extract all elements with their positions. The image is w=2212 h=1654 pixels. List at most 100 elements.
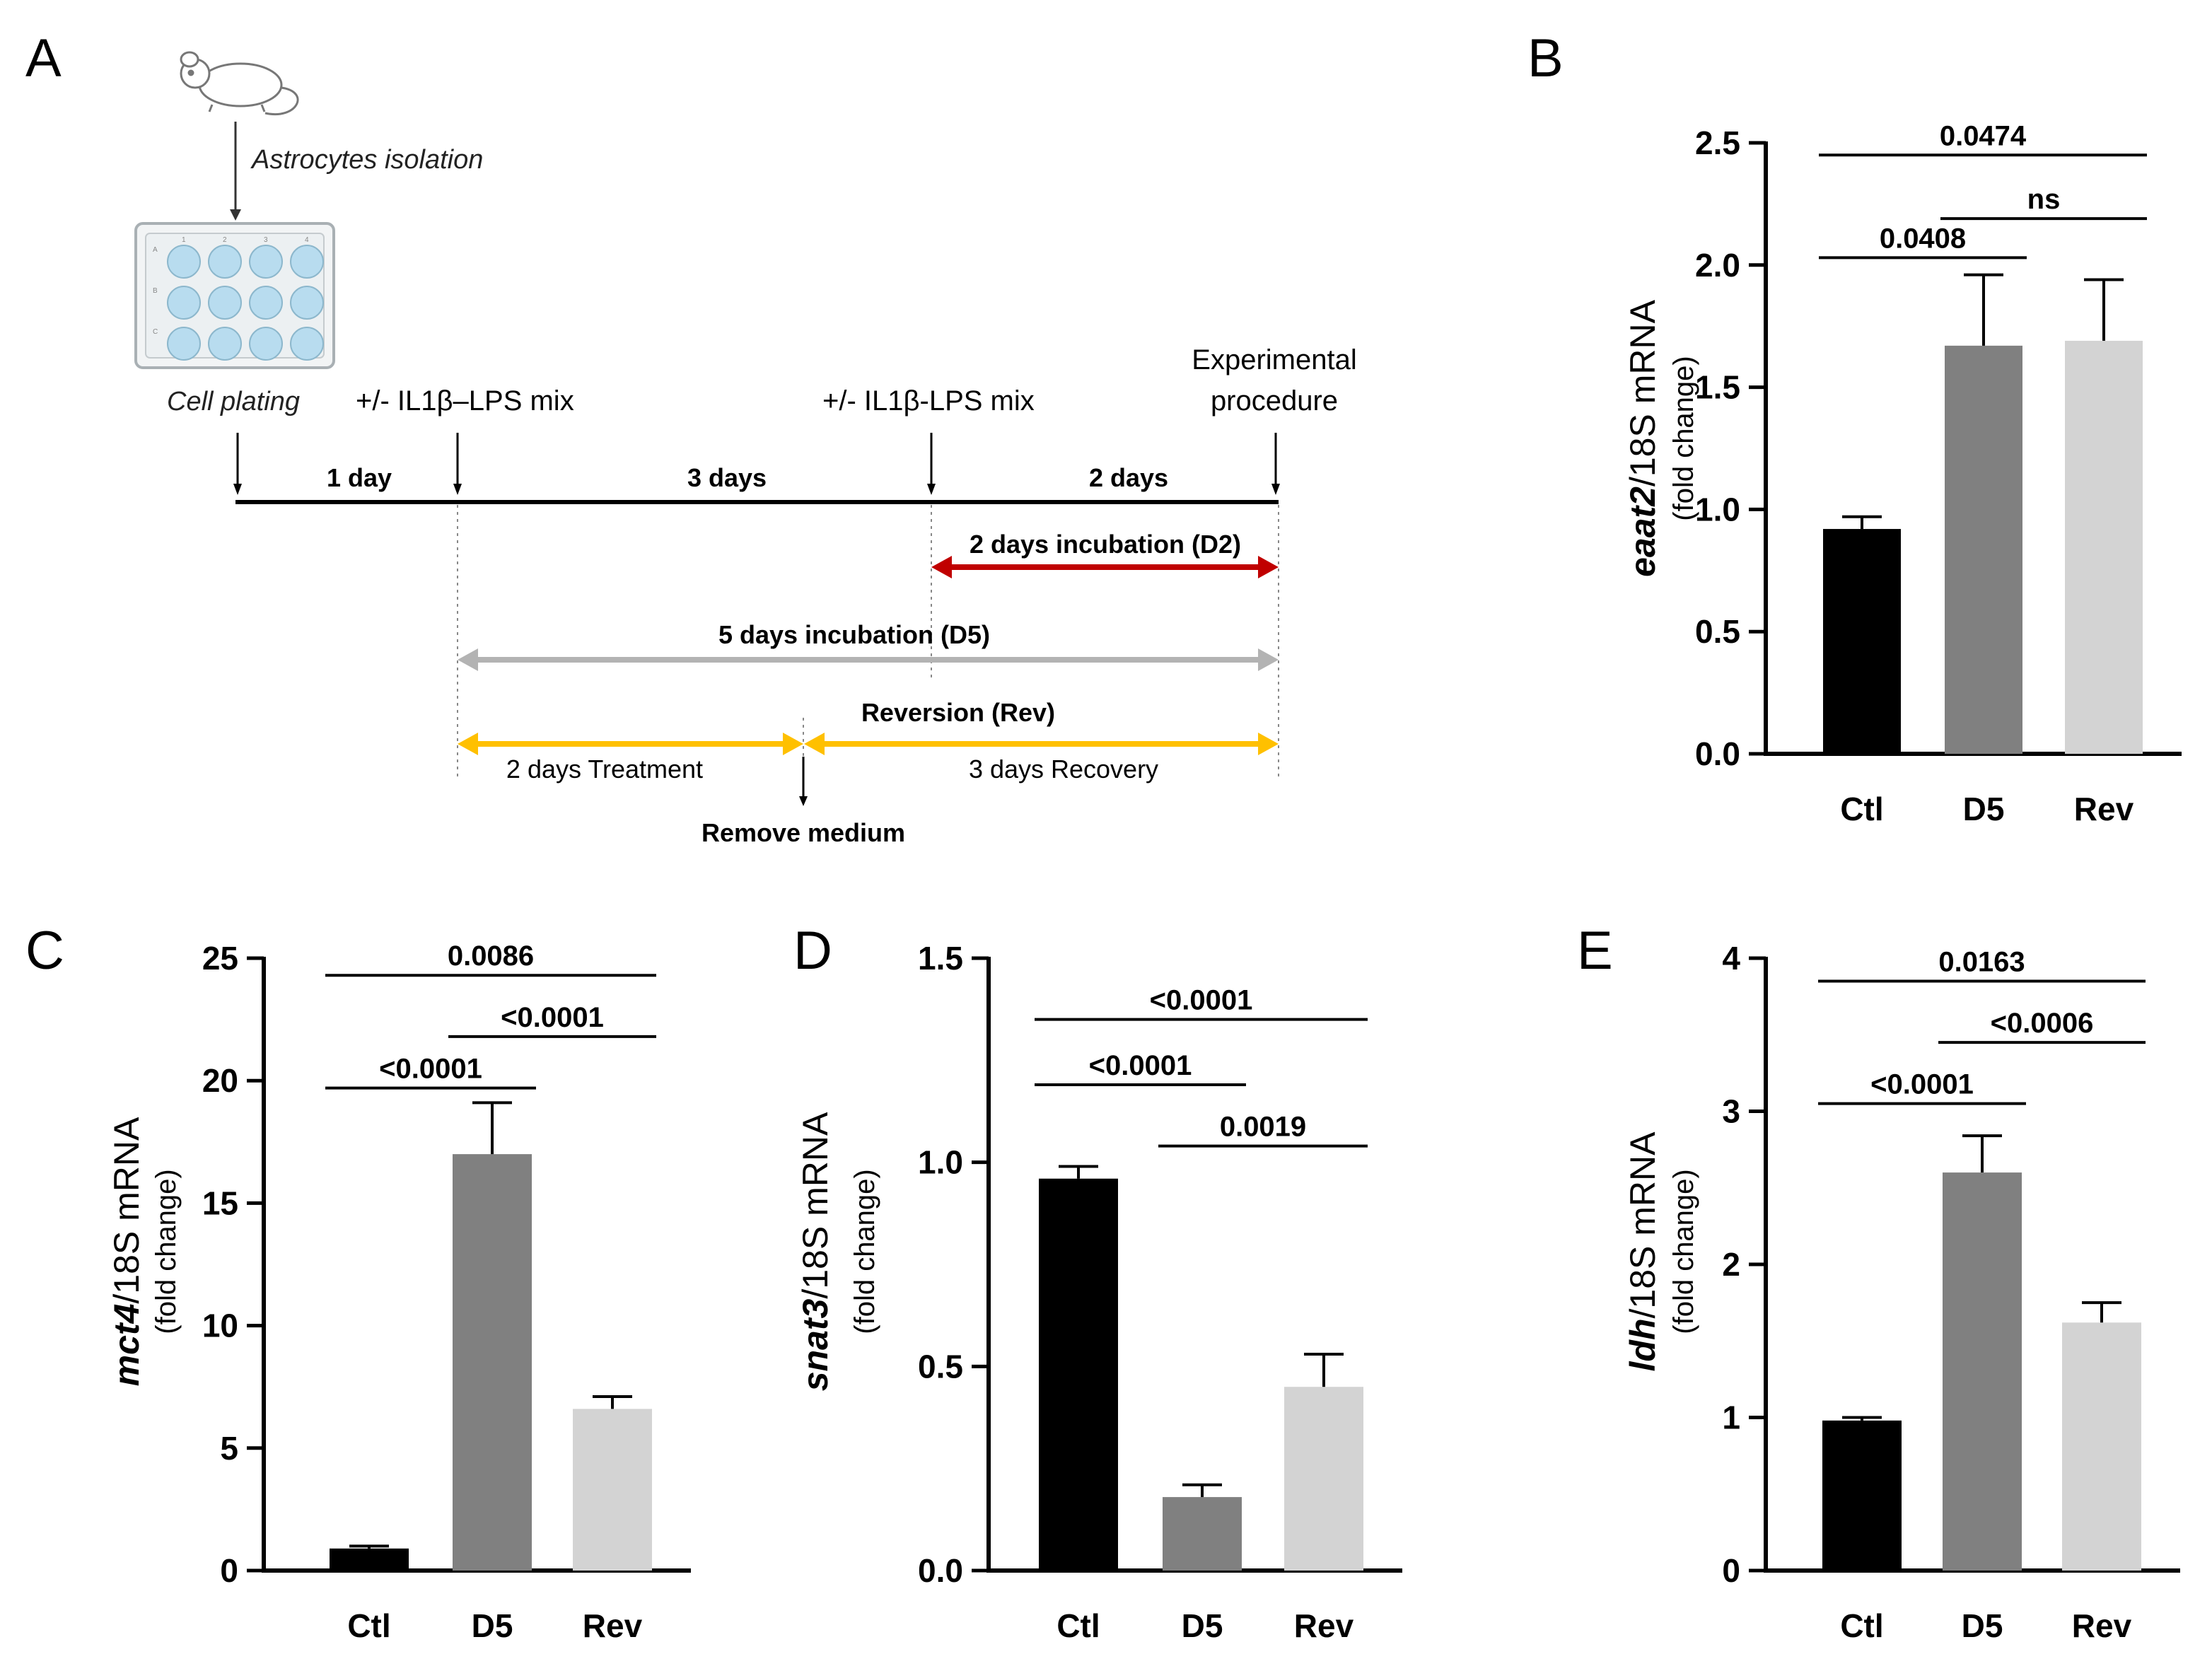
y-tick-label: 0 <box>220 1552 238 1589</box>
category-label: D5 <box>472 1607 513 1644</box>
y-tick-label: 0.0 <box>1695 735 1740 772</box>
y-axis-sublabel: (fold change) <box>849 1169 880 1334</box>
experimental-label-line1: Experimental <box>1192 344 1356 375</box>
y-tick-label: 1.5 <box>918 940 963 977</box>
plate-row-label: B <box>153 287 158 295</box>
plating-label: Cell plating <box>167 387 300 417</box>
rev-label: Reversion (Rev) <box>861 698 1055 727</box>
d5-arrow <box>458 648 1279 671</box>
y-tick-label: 10 <box>202 1308 238 1344</box>
y-axis-sublabel: (fold change) <box>1668 1169 1699 1334</box>
remove-arrowhead <box>799 796 808 806</box>
p-value-label: <0.0001 <box>1870 1069 1974 1100</box>
p-value-label: <0.0001 <box>501 1002 604 1033</box>
y-tick-label: 2.5 <box>1695 124 1740 161</box>
interval-2-label: 3 days <box>687 463 767 492</box>
category-label: Ctl <box>1840 1607 1883 1644</box>
plate-well <box>290 286 324 320</box>
y-tick-label: 15 <box>202 1184 238 1221</box>
category-label: D5 <box>1962 1607 2003 1644</box>
plate-well <box>167 245 201 279</box>
bar-d5 <box>453 1154 532 1571</box>
chart-panel-d: 0.0 0.5 1.0 1.5 Ctl D5 Rev 0.0019 <0.0001 <0.0001… <box>796 940 1402 1644</box>
plate-well <box>208 245 242 279</box>
bar-d5 <box>1945 345 2022 754</box>
y-tick-label: 25 <box>202 940 238 977</box>
y-axis-label: eaat2/18S mRNA <box>1623 299 1663 577</box>
category-label: D5 <box>1182 1607 1223 1644</box>
bar-ctl <box>1039 1178 1118 1571</box>
plate-row-label: A <box>153 246 158 254</box>
plate-well <box>208 286 242 320</box>
y-axis-label: mct4/18S mRNA <box>107 1117 146 1386</box>
y-tick-label: 1.0 <box>918 1144 963 1181</box>
bar-d5 <box>1943 1172 2022 1571</box>
plate-col-label: 2 <box>223 236 227 244</box>
p-value-label: ns <box>2027 184 2061 215</box>
plate-col-label: 4 <box>305 236 309 244</box>
chart-panel-c: 0 5 10 15 20 25 Ctl D5 Rev <0.0001 <0.0001 0.0086 mc… <box>107 940 691 1644</box>
bar-rev <box>2062 1322 2141 1571</box>
panel-a: A Astrocytes isolation A B C 1 2 3 4 Cell plat… <box>25 28 1357 847</box>
category-label: Rev <box>583 1607 643 1644</box>
plate-col-label: 1 <box>182 236 186 244</box>
plate-well <box>290 245 324 279</box>
treatment-duration-label: 2 days Treatment <box>506 755 703 784</box>
d2-label: 2 days incubation (D2) <box>970 530 1241 559</box>
plate-well <box>249 327 283 361</box>
bar-rev <box>2065 340 2143 754</box>
y-axis-sublabel: (fold change) <box>1668 356 1699 520</box>
category-label: Ctl <box>1840 791 1883 827</box>
y-tick-label: 5 <box>220 1430 238 1467</box>
mouse-icon <box>180 51 299 116</box>
panel-c-letter: C <box>25 921 64 981</box>
panel-a-letter: A <box>25 28 62 88</box>
category-label: Rev <box>2074 791 2134 827</box>
y-tick-label: 2.0 <box>1695 247 1740 284</box>
p-value-label: <0.0001 <box>379 1054 482 1085</box>
timeline-markers <box>236 433 1277 488</box>
plate-well <box>249 286 283 320</box>
bar-d5 <box>1163 1497 1242 1571</box>
p-value-label: 0.0086 <box>448 940 534 972</box>
y-axis-sublabel: (fold change) <box>151 1169 182 1334</box>
bar-rev <box>573 1409 652 1571</box>
treatment-1-label: +/- IL1β–LPS mix <box>356 385 574 417</box>
y-tick-label: 4 <box>1722 940 1740 977</box>
isolation-label: Astrocytes isolation <box>250 145 483 175</box>
y-tick-label: 0.5 <box>1695 613 1740 650</box>
p-value-label: <0.0001 <box>1150 985 1253 1016</box>
plate-col-label: 3 <box>264 236 268 244</box>
isolation-arrowhead <box>230 209 241 221</box>
y-tick-label: 1 <box>1722 1399 1740 1436</box>
culture-plate-icon: A B C 1 2 3 4 <box>134 222 335 369</box>
chart-panel-b: 0.0 0.5 1.0 1.5 2.0 2.5 Ctl D5 Rev 0.0408 ns 0.0474… <box>1623 120 2182 827</box>
bar-ctl <box>330 1548 409 1571</box>
category-label: Ctl <box>347 1607 390 1644</box>
p-value-label: 0.0019 <box>1220 1112 1306 1143</box>
y-axis-label: snat3/18S mRNA <box>796 1112 835 1391</box>
plate-well <box>290 327 324 361</box>
treatment-2-label: +/- IL1β-LPS mix <box>822 385 1035 417</box>
y-axis-label: ldh/18S mRNA <box>1623 1131 1663 1372</box>
category-label: D5 <box>1963 791 2005 827</box>
y-tick-label: 20 <box>202 1062 238 1099</box>
remove-medium-label: Remove medium <box>702 818 905 847</box>
panel-b-letter: B <box>1527 28 1564 88</box>
bar-ctl <box>1822 1420 1902 1571</box>
y-tick-label: 1.0 <box>1695 491 1740 528</box>
plate-well <box>208 327 242 361</box>
p-value-label: 0.0408 <box>1880 223 1966 254</box>
d5-label: 5 days incubation (D5) <box>718 620 990 649</box>
y-tick-label: 0.0 <box>918 1552 963 1589</box>
category-label: Rev <box>1294 1607 1354 1644</box>
interval-1-label: 1 day <box>327 463 392 492</box>
y-tick-label: 0.5 <box>918 1348 963 1385</box>
plate-well <box>167 286 201 320</box>
p-value-label: <0.0006 <box>1991 1008 2094 1039</box>
y-tick-label: 3 <box>1722 1093 1740 1130</box>
p-value-label: 0.0474 <box>1940 120 2027 151</box>
plate-well <box>249 245 283 279</box>
